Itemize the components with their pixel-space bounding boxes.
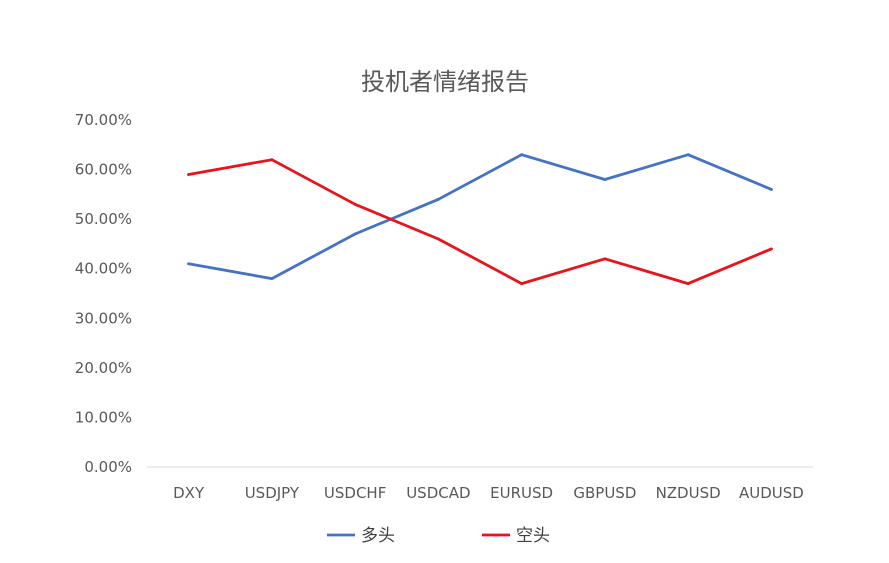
legend: 多头 空头 <box>327 526 550 546</box>
data-point <box>270 158 274 162</box>
legend-label: 空头 <box>516 526 550 546</box>
series-group <box>187 153 773 286</box>
data-point <box>686 153 690 157</box>
x-tick-label: GBPUSD <box>573 484 636 502</box>
data-point <box>520 282 524 285</box>
data-point <box>436 237 440 241</box>
x-tick-label: DXY <box>173 484 205 502</box>
x-tick-label: EURUSD <box>490 484 553 502</box>
x-tick-label: USDCAD <box>406 484 470 502</box>
data-point <box>769 247 773 251</box>
data-point <box>270 277 274 281</box>
x-tick-label: USDJPY <box>245 484 300 502</box>
data-point <box>769 188 773 191</box>
chart-title: 投机者情绪报告 <box>361 68 529 96</box>
y-tick-label: 10.00% <box>75 408 132 426</box>
y-tick-label: 40.00% <box>75 260 132 278</box>
y-tick-label: 20.00% <box>75 359 132 377</box>
data-point <box>603 178 607 181</box>
y-tick-label: 60.00% <box>75 161 132 179</box>
x-tick-label: NZDUSD <box>656 484 721 502</box>
data-point <box>353 232 357 236</box>
x-tick-label: AUDUSD <box>739 484 804 502</box>
y-axis: 0.00% 10.00% 20.00% 30.00% 40.00% 50.00% 60.00… <box>75 111 132 476</box>
series-line <box>187 158 773 286</box>
y-tick-label: 50.00% <box>75 210 132 228</box>
data-point <box>603 257 607 261</box>
data-point <box>353 202 357 206</box>
x-axis: DXY USDJPY USDCHF USDCAD EURUSD GBPUSD NZDUSD A… <box>173 484 804 502</box>
data-point <box>187 262 191 266</box>
y-tick-label: 0.00% <box>84 458 132 476</box>
y-tick-label: 70.00% <box>75 111 132 129</box>
legend-label: 多头 <box>361 526 395 546</box>
data-point <box>187 173 191 176</box>
y-tick-label: 30.00% <box>75 309 132 327</box>
x-tick-label: USDCHF <box>324 484 386 502</box>
data-point <box>520 153 524 157</box>
series-line <box>187 153 773 281</box>
data-point <box>436 197 440 201</box>
data-point <box>686 282 690 285</box>
